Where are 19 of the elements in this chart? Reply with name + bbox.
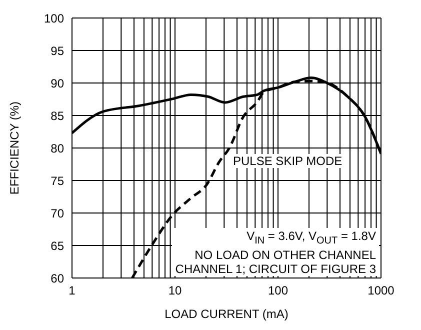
y-tick-label: 85 (50, 108, 64, 123)
series-label: PULSE SKIP MODE (230, 154, 346, 168)
x-tick-label: 10 (168, 284, 182, 298)
x-tick-label: 1 (68, 284, 76, 298)
y-tick-label: 60 (50, 271, 64, 286)
y-tick-label: 90 (50, 76, 64, 90)
y-tick-label: 65 (50, 238, 64, 253)
y-tick-label: 80 (50, 141, 64, 156)
y-tick-label: 95 (50, 44, 64, 58)
annotation: CHANNEL 1; CIRCUIT OF FIGURE 3 (175, 262, 376, 276)
x-axis-title: LOAD CURRENT (mA) (164, 307, 288, 321)
y-tick-label: 75 (50, 174, 64, 188)
y-axis-title: EFFICIENCY (%) (7, 101, 22, 195)
x-tick-label: 100 (268, 284, 288, 298)
annotation: V$_{IN}$ = 3.6V, V$_{OUT}$ = 1.8V (246, 228, 376, 248)
y-tick-label: 100 (44, 11, 64, 26)
y-tick-label: 70 (50, 206, 64, 220)
x-tick-label: 1000 (368, 284, 395, 298)
annotation: NO LOAD ON OTHER CHANNEL (194, 248, 376, 262)
